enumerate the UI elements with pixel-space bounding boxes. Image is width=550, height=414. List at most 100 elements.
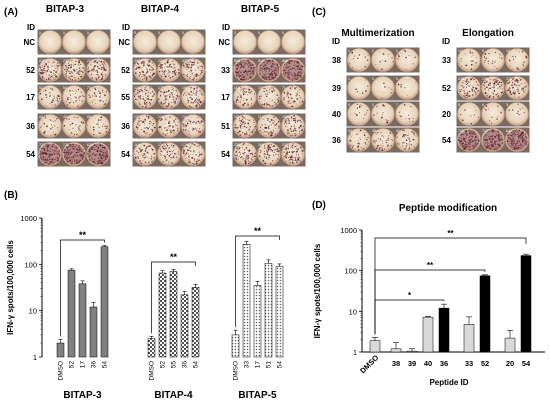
spot bbox=[82, 123, 83, 125]
spot bbox=[465, 130, 467, 133]
spot bbox=[494, 61, 496, 63]
spot bbox=[193, 163, 195, 165]
well-membrane bbox=[62, 30, 86, 54]
spot bbox=[240, 67, 242, 69]
x-tick-label: 33 bbox=[244, 361, 251, 369]
spot bbox=[264, 131, 266, 133]
spot bbox=[104, 125, 106, 127]
spot bbox=[467, 83, 469, 85]
spot-count: 228 bbox=[458, 77, 464, 81]
spot bbox=[243, 70, 245, 72]
spot bbox=[66, 72, 68, 74]
spot bbox=[45, 144, 47, 146]
spot-count: 40 bbox=[39, 115, 43, 119]
elispot-well: 134 bbox=[156, 141, 182, 167]
spot bbox=[525, 86, 527, 88]
spot bbox=[101, 161, 103, 163]
spot bbox=[359, 139, 361, 141]
elispot-well: 119 bbox=[132, 141, 158, 167]
spot bbox=[190, 76, 192, 77]
spot bbox=[199, 90, 201, 92]
spot bbox=[270, 72, 272, 74]
spot bbox=[283, 68, 285, 70]
spot bbox=[493, 85, 495, 87]
spot bbox=[144, 127, 146, 129]
well-dense-stain bbox=[39, 143, 61, 165]
spot bbox=[283, 151, 285, 153]
spot bbox=[509, 65, 511, 67]
spot bbox=[176, 129, 178, 131]
spot bbox=[260, 64, 262, 66]
spot bbox=[289, 93, 292, 96]
spot bbox=[72, 147, 75, 150]
spot bbox=[48, 152, 51, 155]
spot bbox=[168, 69, 170, 71]
elispot-well: 606 bbox=[280, 57, 306, 83]
spot bbox=[169, 94, 171, 96]
spot bbox=[367, 54, 369, 56]
spot bbox=[69, 144, 71, 147]
spot bbox=[519, 80, 521, 81]
spot bbox=[284, 125, 287, 127]
panel-label-b: (B) bbox=[4, 190, 18, 201]
spot bbox=[137, 157, 139, 159]
spot bbox=[67, 67, 70, 69]
spot bbox=[167, 72, 169, 74]
spot-count: 237 bbox=[282, 143, 288, 147]
spot bbox=[525, 143, 528, 146]
spot bbox=[96, 73, 99, 76]
spot bbox=[81, 100, 83, 102]
elispot-well: 238 bbox=[480, 75, 506, 101]
spot bbox=[102, 152, 105, 154]
spot bbox=[149, 105, 151, 106]
spot bbox=[250, 131, 252, 133]
spot bbox=[477, 139, 480, 142]
spot bbox=[100, 150, 102, 153]
spot bbox=[275, 74, 278, 76]
spot bbox=[177, 151, 179, 153]
spot bbox=[276, 98, 278, 100]
spot bbox=[459, 90, 461, 92]
spot bbox=[70, 132, 73, 134]
spot bbox=[497, 105, 499, 108]
spot bbox=[287, 92, 290, 94]
spot bbox=[380, 144, 382, 146]
bar-group: DMSO 52 55 36 54**BITAP-4 bbox=[147, 252, 200, 401]
spot bbox=[165, 94, 167, 96]
spot bbox=[88, 70, 91, 72]
spot bbox=[271, 59, 274, 62]
spot bbox=[103, 95, 105, 97]
spot bbox=[296, 93, 298, 95]
spot bbox=[513, 93, 515, 95]
spot bbox=[525, 141, 527, 143]
spot bbox=[64, 69, 66, 71]
spot bbox=[398, 142, 400, 144]
spot bbox=[353, 58, 355, 60]
spot bbox=[246, 63, 248, 65]
spot bbox=[189, 78, 191, 80]
spot bbox=[172, 146, 174, 148]
spot bbox=[290, 68, 292, 70]
spot bbox=[46, 125, 48, 128]
spot bbox=[172, 156, 175, 159]
row-id-label: 52 bbox=[26, 66, 35, 75]
spot bbox=[103, 161, 105, 163]
spot bbox=[265, 153, 267, 155]
spot bbox=[520, 135, 523, 137]
spot bbox=[162, 103, 164, 105]
spot bbox=[51, 145, 54, 148]
x-tick-label: 40 bbox=[424, 359, 432, 368]
spot bbox=[102, 162, 104, 164]
spot bbox=[482, 84, 485, 86]
spot bbox=[96, 59, 98, 61]
spot bbox=[151, 119, 153, 121]
spot bbox=[292, 151, 294, 153]
spot bbox=[517, 110, 520, 113]
spot bbox=[68, 118, 70, 121]
spot bbox=[54, 144, 56, 146]
spot bbox=[241, 158, 243, 160]
spot bbox=[379, 138, 382, 140]
spot bbox=[468, 141, 470, 143]
spot bbox=[50, 124, 52, 126]
spot bbox=[379, 146, 381, 149]
